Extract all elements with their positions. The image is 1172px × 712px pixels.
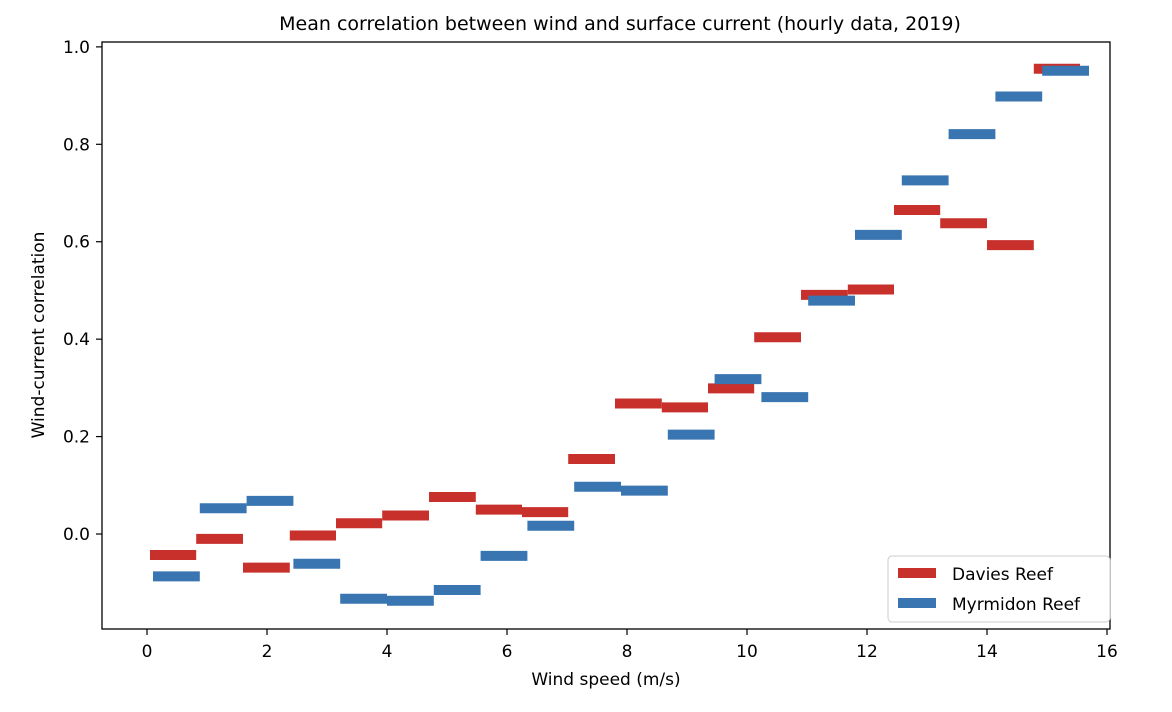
y-tick-label: 0.0 [63,525,90,545]
y-axis-label: Wind-current correlation [29,232,49,439]
x-tick-label: 0 [142,642,153,662]
x-tick-label: 12 [856,642,878,662]
y-tick-label: 0.4 [63,330,90,350]
y-tick-label: 0.2 [63,428,90,448]
chart-title: Mean correlation between wind and surfac… [279,13,961,35]
x-tick-label: 16 [1096,642,1118,662]
x-axis: 0 2 4 6 8 10 12 14 16 [142,629,1118,662]
legend-label-davies-reef: Davies Reef [952,565,1054,585]
x-tick-label: 6 [502,642,513,662]
axes-frame [101,41,1111,630]
x-axis-label: Wind speed (m/s) [531,670,680,690]
x-tick-label: 2 [262,642,273,662]
y-tick-label: 0.8 [63,135,90,155]
x-tick-label: 10 [736,642,758,662]
y-tick-label: 1.0 [63,38,90,58]
plot-area [150,63,1089,606]
x-tick-label: 4 [382,642,393,662]
y-tick-label: 0.6 [63,233,90,253]
legend-label-myrmidon-reef: Myrmidon Reef [952,595,1081,615]
legend-box [887,555,1111,623]
y-axis: 0.0 0.2 0.4 0.6 0.8 1.0 [63,38,102,545]
legend: Davies Reef Myrmidon Reef [887,555,1111,623]
x-tick-label: 8 [622,642,633,662]
x-tick-label: 14 [976,642,998,662]
